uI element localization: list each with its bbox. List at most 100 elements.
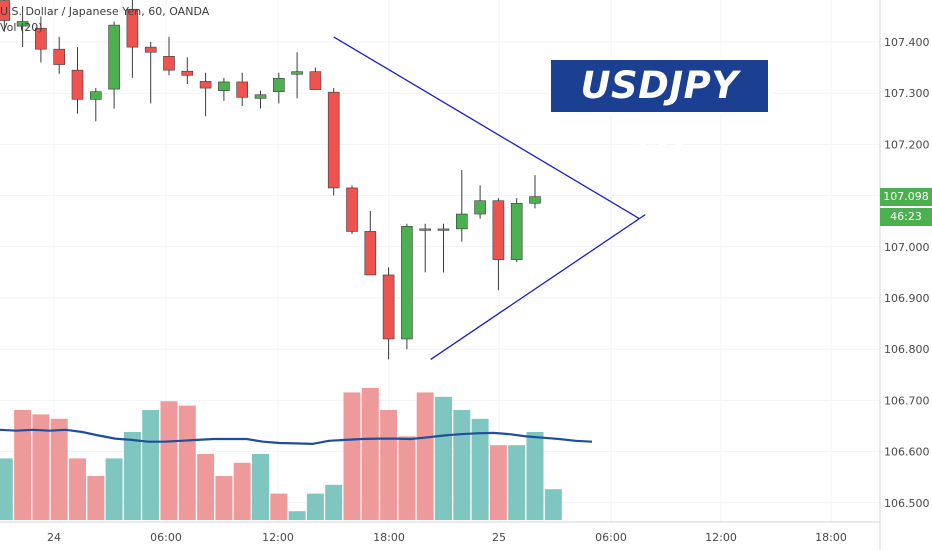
- candlesticks: [0, 0, 541, 360]
- candle-down: [53, 36, 66, 74]
- candle-up: [455, 170, 468, 242]
- volume-bar: [325, 484, 343, 520]
- last-price-tag-bg: [880, 188, 932, 206]
- candle-up: [419, 223, 432, 273]
- candle-down: [309, 67, 322, 90]
- candle-up: [474, 185, 486, 219]
- candle-down: [126, 0, 139, 78]
- volume-bar: [526, 432, 544, 520]
- candle-down: [35, 16, 47, 63]
- triangle-apex-overshoot: [638, 214, 646, 220]
- volume-bar: [361, 388, 379, 520]
- volume-bar: [105, 458, 123, 520]
- candle-down: [0, 0, 11, 32]
- bar-countdown-tag: 46:23: [890, 210, 922, 223]
- volume-bar: [453, 410, 471, 520]
- volume-bar: [123, 432, 141, 520]
- countdown-tag-bg: [880, 208, 932, 226]
- candle-body: [492, 200, 505, 260]
- triangle-pattern: [333, 36, 646, 360]
- time-tick-label: 18:00: [815, 531, 847, 544]
- candle-down: [236, 72, 248, 106]
- volume-bar: [215, 476, 233, 520]
- candle-down: [382, 267, 395, 360]
- candle-body: [437, 228, 450, 231]
- candle-body: [382, 274, 395, 340]
- volume-bar: [270, 493, 288, 520]
- volume-bar: [288, 511, 306, 520]
- candle-body: [236, 81, 248, 98]
- candle-body: [108, 24, 120, 90]
- candle-body: [181, 70, 194, 76]
- volume-bar: [160, 401, 178, 520]
- volume-legend[interactable]: Vol (20): [0, 21, 43, 34]
- candle-body: [199, 81, 212, 89]
- time-tick-label: 18:00: [373, 531, 405, 544]
- triangle-upper-trendline: [333, 36, 640, 220]
- volume-bar: [435, 396, 452, 520]
- candle-body: [0, 0, 11, 21]
- symbol-legend[interactable]: U.S. Dollar / Japanese Yen, 60, OANDA: [0, 5, 210, 18]
- candle-up: [291, 52, 303, 99]
- candle-body: [53, 48, 66, 65]
- time-tick-label: 24: [47, 531, 61, 544]
- candle-body: [272, 78, 285, 92]
- candle-up: [218, 77, 230, 101]
- volume-bar: [50, 418, 68, 520]
- volume-bar: [87, 476, 105, 520]
- time-tick-label: 06:00: [595, 531, 627, 544]
- candle-body: [218, 81, 230, 91]
- candle-body: [163, 56, 175, 71]
- candle-down: [144, 42, 157, 104]
- price-tick-label: 107.200: [884, 138, 930, 151]
- candle-body: [327, 91, 340, 189]
- volume-bar: [178, 405, 196, 520]
- candle-body: [529, 196, 541, 204]
- price-tick-label: 106.900: [884, 292, 930, 305]
- candle-body: [144, 46, 157, 53]
- volume-bar: [398, 436, 416, 520]
- candle-up: [529, 175, 541, 209]
- time-tick-label: 12:00: [705, 531, 737, 544]
- price-tick-label: 106.700: [884, 394, 930, 407]
- volume-bar: [416, 392, 434, 520]
- candle-body: [419, 228, 432, 231]
- time-tick-label: 12:00: [262, 531, 294, 544]
- volume-bar: [197, 454, 215, 520]
- candle-body: [35, 27, 47, 50]
- candle-body: [455, 213, 468, 230]
- candle-body: [401, 226, 413, 340]
- candle-up: [510, 198, 523, 263]
- volume-bar: [142, 410, 160, 520]
- volume-bar: [544, 489, 562, 520]
- candle-body: [291, 71, 303, 75]
- price-tick-label: 107.300: [884, 87, 930, 100]
- volume-bar: [508, 445, 526, 520]
- candle-down: [71, 47, 84, 114]
- candle-down: [346, 185, 358, 234]
- candle-body: [16, 21, 29, 27]
- candle-body: [90, 91, 102, 100]
- candle-down: [364, 210, 377, 276]
- price-tick-label: 106.600: [884, 446, 930, 459]
- volume-bars: [0, 388, 593, 520]
- candle-up: [16, 6, 29, 48]
- volume-moving-average: [0, 428, 593, 446]
- time-tick-label: 25: [492, 531, 506, 544]
- volume-bar: [380, 410, 398, 520]
- candle-body: [309, 71, 322, 90]
- symbol-timeframe-badge: USDJPY 1H: [549, 58, 770, 159]
- price-tick-label: 107.400: [884, 36, 930, 49]
- price-tick-label: 106.800: [884, 343, 930, 356]
- price-tick-label: 106.500: [884, 497, 930, 510]
- candle-body: [510, 202, 523, 260]
- volume-bar: [233, 462, 251, 520]
- candle-down: [327, 88, 340, 196]
- volume-bar: [343, 392, 361, 520]
- volume-bar: [306, 493, 324, 520]
- candle-body: [71, 69, 84, 100]
- volume-bar: [32, 414, 50, 520]
